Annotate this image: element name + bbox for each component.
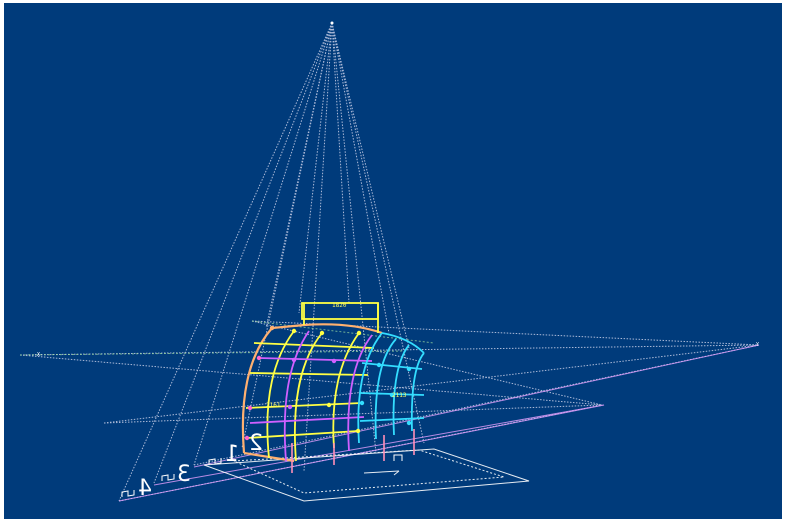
dim-left-span: 2161 (266, 402, 281, 409)
proj-line (298, 22, 333, 314)
proj-line (331, 22, 425, 444)
horizon-line (103, 404, 603, 424)
proj-line (193, 22, 333, 466)
frame-nodes (244, 325, 412, 441)
row-number-4: 4 (138, 476, 152, 501)
proj-line (331, 22, 410, 349)
frame-yellow-ribs (245, 302, 379, 462)
perspective-wireframe-drawing: 1820 2161 2113 -X- Y 4 3 1 2 (19, 21, 760, 502)
proj-line (265, 22, 333, 329)
proj-line (241, 22, 333, 449)
frame-legs (291, 429, 415, 473)
axis-label-left: -X- (34, 352, 43, 358)
horizon-line (103, 344, 760, 424)
axis-label-right: Y (756, 342, 759, 348)
horizon-line (251, 320, 603, 406)
proj-line (331, 22, 377, 454)
horizon-line (19, 344, 760, 356)
proj-line (153, 22, 333, 484)
horizon-line (19, 354, 603, 406)
cad-viewport[interactable]: 1820 2161 2113 -X- Y 4 3 1 2 (4, 3, 782, 519)
ground-lines (118, 344, 760, 502)
construction-lines (19, 22, 760, 502)
row-number-1: 1 (225, 442, 239, 467)
frame-violet-ribs (249, 330, 373, 462)
proj-line (331, 22, 390, 334)
proj-line (118, 22, 333, 502)
row-number-3: 3 (177, 462, 191, 487)
row-markers (121, 454, 403, 497)
floor-plan (203, 448, 530, 502)
row-number-2: 2 (249, 431, 263, 456)
proj-line (331, 22, 350, 304)
dim-top-width: 1820 (332, 302, 347, 309)
vanishing-point (330, 21, 334, 25)
dim-right-span: 2113 (392, 392, 407, 399)
